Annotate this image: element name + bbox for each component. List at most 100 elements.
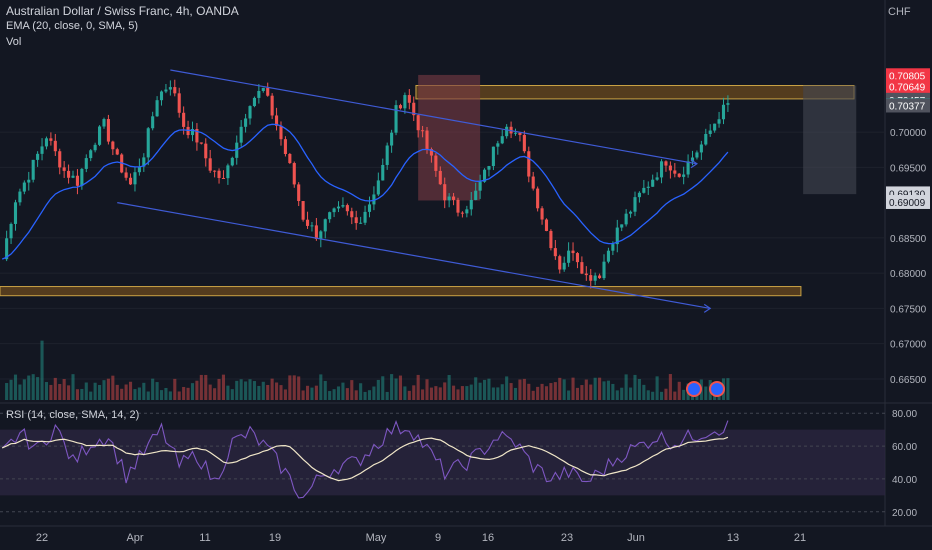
- candle-body: [447, 196, 451, 201]
- volume-bar: [421, 389, 425, 400]
- volume-bar: [235, 380, 239, 400]
- candle-body: [372, 194, 376, 205]
- time-tick-label: Jun: [627, 532, 645, 544]
- volume-bar: [80, 388, 84, 400]
- volume-bar: [390, 374, 394, 400]
- candle-body: [695, 152, 699, 158]
- volume-bar: [297, 376, 301, 400]
- rsi-tick-label: 20.00: [892, 508, 917, 519]
- volume-bar: [527, 383, 531, 400]
- candle-body: [624, 213, 628, 225]
- volume-bar: [190, 383, 195, 400]
- event-flag-icon: [709, 381, 725, 397]
- volume-bar: [53, 377, 57, 400]
- volume-bar: [137, 387, 141, 400]
- volume-bar: [257, 385, 261, 400]
- candle-body: [540, 208, 544, 220]
- price-tick-label: 0.70000: [890, 128, 927, 139]
- price-axis-badge-text: 0.70805: [889, 71, 926, 82]
- time-tick-label: 11: [199, 532, 210, 544]
- volume-bar: [651, 391, 655, 400]
- candle-body: [575, 253, 580, 263]
- volume-bar: [84, 382, 88, 400]
- candle-body: [350, 211, 354, 218]
- candle-body: [726, 103, 730, 105]
- volume-bar: [93, 382, 97, 400]
- candle-body: [133, 172, 137, 185]
- candle-body: [336, 206, 341, 209]
- candle-body: [67, 170, 71, 178]
- time-tick-label: 22: [36, 532, 48, 544]
- volume-bar: [624, 374, 628, 400]
- candle-body: [190, 129, 195, 136]
- volume-bar: [575, 387, 580, 400]
- candle-body: [288, 154, 292, 164]
- candle-body: [244, 118, 248, 127]
- volume-bar: [452, 385, 456, 400]
- volume-bar: [664, 388, 668, 400]
- ema-legend[interactable]: EMA (20, close, 0, SMA, 5): [6, 20, 139, 32]
- volume-bar: [425, 379, 429, 400]
- candle-body: [204, 143, 208, 159]
- volume-bar: [646, 390, 650, 400]
- volume-bar: [226, 385, 230, 400]
- highlight-box: [803, 85, 857, 195]
- candle-body: [257, 90, 261, 98]
- channel-trendline: [170, 69, 698, 165]
- candle-body: [275, 115, 279, 126]
- volume-bar: [584, 379, 588, 400]
- candle-body: [319, 231, 323, 240]
- volume-bar: [500, 384, 504, 400]
- candle-body: [429, 149, 433, 156]
- volume-bar: [602, 381, 606, 400]
- candle-body: [151, 116, 155, 129]
- candle-body: [208, 158, 212, 171]
- volume-bar: [522, 378, 526, 400]
- candle-body: [31, 159, 35, 180]
- volume-bar: [447, 375, 451, 400]
- ema-line: [1, 123, 729, 260]
- volume-legend[interactable]: Vol: [6, 36, 22, 48]
- volume-bar: [376, 379, 380, 400]
- time-tick-label: 23: [561, 532, 573, 544]
- candle-body: [89, 150, 93, 159]
- candle-body: [584, 273, 588, 276]
- volume-bar: [283, 389, 287, 400]
- candle-body: [221, 177, 226, 179]
- volume-bar: [434, 386, 438, 400]
- candle-body: [491, 146, 495, 167]
- candle-body: [682, 174, 686, 177]
- volume-bar: [177, 391, 181, 400]
- candle-body: [416, 115, 420, 131]
- candle-body: [651, 179, 655, 187]
- candle-body: [642, 187, 646, 193]
- volume-bar: [275, 382, 279, 400]
- candle-body: [549, 230, 553, 249]
- volume-bar: [478, 382, 482, 400]
- time-tick-label: May: [366, 532, 387, 544]
- candle-body: [305, 219, 310, 226]
- candle-body: [615, 227, 619, 245]
- candle-body: [177, 93, 181, 113]
- volume-bar: [261, 381, 265, 400]
- candle-body: [677, 173, 681, 177]
- symbol-legend[interactable]: Australian Dollar / Swiss Franc, 4h, OAN…: [6, 4, 239, 18]
- candle-body: [111, 141, 115, 150]
- volume-bar: [151, 378, 155, 400]
- candle-body: [230, 157, 234, 166]
- candle-body: [602, 261, 606, 279]
- volume-bar: [482, 379, 487, 400]
- candle-body: [80, 168, 84, 186]
- volume-bar: [580, 385, 584, 400]
- candle-body: [469, 199, 473, 210]
- volume-bar: [491, 387, 495, 400]
- rsi-legend[interactable]: RSI (14, close, SMA, 14, 2): [6, 409, 140, 421]
- volume-bar: [111, 375, 115, 400]
- volume-bar: [363, 391, 367, 400]
- candle-body: [686, 161, 690, 175]
- volume-bar: [659, 391, 664, 400]
- volume-bar: [217, 378, 221, 400]
- candle-body: [36, 153, 40, 160]
- volume-bar: [513, 387, 518, 400]
